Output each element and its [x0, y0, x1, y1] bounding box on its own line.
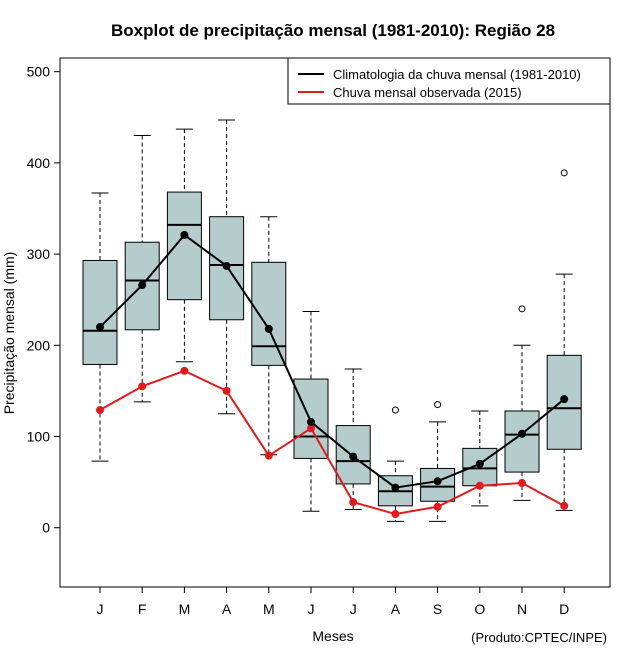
box-rect-2 — [166, 191, 202, 301]
series-point-1-8 — [433, 502, 442, 511]
box-5 — [293, 311, 329, 512]
box-0 — [82, 192, 118, 462]
box-rect-0 — [82, 259, 118, 365]
series-point-0-7 — [391, 483, 400, 492]
outlier-8-0 — [434, 401, 442, 409]
x-tick-label-3: A — [222, 601, 232, 617]
series-point-0-6 — [349, 452, 358, 461]
series-point-0-5 — [307, 417, 315, 426]
x-tick-label-2: M — [179, 601, 191, 617]
series-point-1-1 — [138, 382, 147, 391]
x-tick-label-5: J — [308, 601, 315, 617]
x-tick-label-4: M — [263, 601, 275, 617]
box-rect-4 — [251, 261, 287, 366]
x-tick-label-8: S — [433, 601, 442, 617]
box-10 — [504, 305, 540, 501]
series-lines — [96, 230, 569, 519]
box-rect-1 — [124, 241, 160, 331]
series-point-1-0 — [96, 406, 104, 415]
box-4 — [251, 216, 287, 456]
legend-label-climatology: Climatologia da chuva mensal (1981-2010) — [333, 67, 581, 82]
series-point-0-10 — [518, 429, 526, 438]
y-tick-label-0: 0 — [42, 520, 50, 536]
x-axis-label: Meses — [312, 628, 353, 644]
series-point-0-3 — [222, 261, 231, 270]
x-tick-label-1: F — [138, 601, 147, 617]
series-point-0-0 — [96, 323, 104, 332]
y-tick-label-3: 300 — [27, 246, 51, 262]
y-axis: 0 100 200 300 400 500 — [27, 64, 60, 536]
x-tick-label-7: A — [391, 601, 401, 617]
x-tick-label-0: J — [97, 601, 104, 617]
x-tick-label-11: D — [559, 601, 569, 617]
x-tick-label-10: N — [517, 601, 527, 617]
series-line-0 — [99, 233, 565, 489]
series-point-1-9 — [475, 481, 484, 490]
legend-box — [287, 57, 611, 105]
x-tick-label-9: O — [474, 601, 485, 617]
legend: Climatologia da chuva mensal (1981-2010)… — [287, 57, 611, 105]
y-axis-label: Precipitação mensal (mm) — [1, 252, 17, 415]
series-line-1 — [99, 369, 565, 516]
box-7 — [377, 406, 413, 522]
series-point-0-8 — [433, 477, 442, 486]
outlier-7-0 — [391, 406, 399, 414]
series-point-1-6 — [349, 498, 358, 507]
series-point-1-11 — [560, 501, 569, 510]
series-point-0-4 — [264, 324, 273, 333]
series-point-1-7 — [391, 510, 400, 519]
series-point-0-11 — [560, 395, 569, 404]
series-point-1-3 — [222, 386, 231, 395]
series-point-1-10 — [518, 479, 526, 488]
boxes-group — [82, 119, 582, 522]
box-6 — [335, 368, 371, 510]
box-1 — [124, 135, 160, 403]
box-11 — [546, 169, 582, 511]
outlier-10-0 — [518, 305, 526, 313]
y-tick-label-4: 400 — [27, 155, 51, 171]
series-point-1-4 — [264, 451, 273, 460]
series-point-1-5 — [307, 424, 315, 433]
series-point-0-1 — [138, 281, 147, 290]
chart-title: Boxplot de precipitação mensal (1981-201… — [111, 21, 555, 40]
x-tick-label-6: J — [350, 601, 357, 617]
y-tick-label-5: 500 — [27, 64, 51, 80]
legend-label-observed: Chuva mensal observada (2015) — [333, 85, 522, 100]
series-point-0-2 — [180, 230, 189, 239]
box-2 — [166, 128, 202, 363]
y-tick-label-1: 100 — [27, 429, 51, 445]
series-point-0-9 — [475, 459, 484, 468]
series-point-1-2 — [180, 366, 189, 375]
y-tick-label-2: 200 — [27, 337, 51, 353]
outlier-11-0 — [560, 169, 568, 177]
credit-text: (Produto:CPTEC/INPE) — [471, 630, 607, 645]
